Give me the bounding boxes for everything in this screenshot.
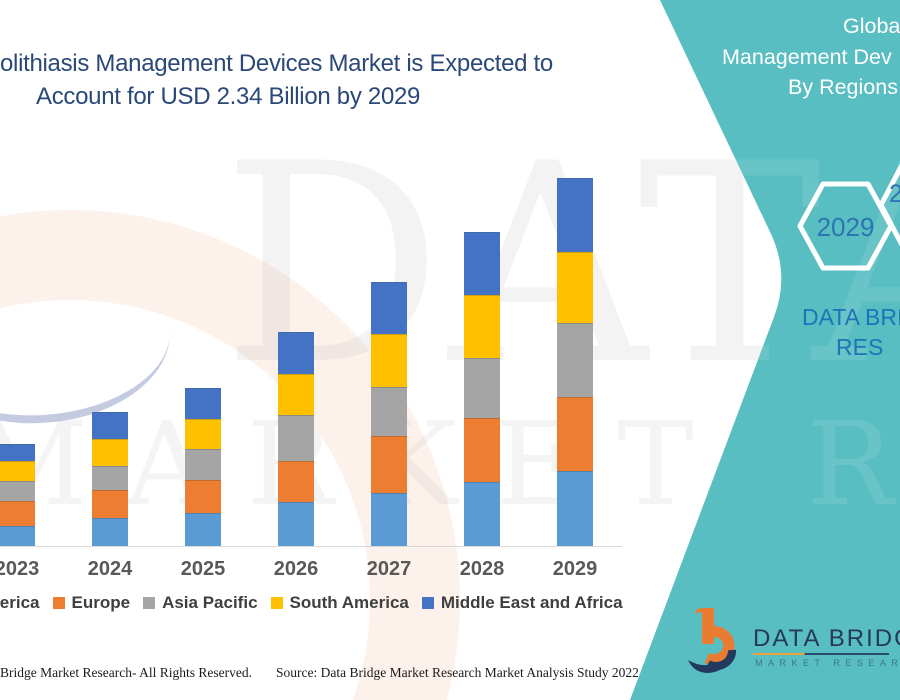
ribbon-heading-line-3: By Regions, 2	[788, 75, 900, 99]
legend-swatch-icon	[421, 597, 434, 609]
x-label-2024: 2024	[87, 558, 133, 580]
segment-south-america	[0, 461, 35, 481]
legend-item-south-america: South America	[270, 593, 409, 613]
segment-middle-east-and-africa	[0, 444, 35, 461]
legend-label: Asia Pacific	[162, 593, 258, 612]
segment-asia-pacific	[92, 466, 128, 490]
segment-south-america	[371, 334, 407, 387]
segment-asia-pacific	[0, 481, 35, 501]
logo-wordmark: DATA BRIDGE	[753, 625, 900, 652]
segment-europe	[464, 418, 500, 482]
hexagon-year-label: 2029	[816, 212, 875, 242]
segment-middle-east-and-africa	[278, 332, 314, 374]
segment-middle-east-and-africa	[557, 178, 593, 252]
ribbon-brand-line-1: DATA BRI	[802, 304, 900, 330]
segment-asia-pacific	[557, 323, 593, 397]
legend-item-europe: Europe	[52, 593, 131, 613]
logo-subtitle: MARKET RESEARCH	[755, 658, 900, 668]
segment-europe	[92, 490, 128, 518]
segment-asia-pacific	[371, 387, 407, 436]
segment-asia-pacific	[278, 415, 314, 461]
segment-europe	[185, 480, 221, 513]
ribbon-brand-line-2: RES	[836, 334, 884, 360]
logo-underline	[753, 653, 889, 655]
x-axis-line	[0, 546, 622, 547]
legend-label: Middle East and Africa	[440, 593, 623, 612]
segment-middle-east-and-africa	[371, 282, 407, 334]
bar-2024	[92, 412, 128, 546]
legend-item-middle-east-and-africa: Middle East and Africa	[421, 593, 623, 613]
legend-swatch-icon	[52, 597, 65, 609]
bar-2029	[557, 178, 593, 546]
segment-north-america	[557, 471, 593, 546]
bar-2023	[0, 444, 35, 546]
copyright-text: Bridge Market Research- All Rights Reser…	[0, 665, 252, 680]
segment-south-america	[92, 439, 128, 466]
data-bridge-b-icon	[688, 608, 737, 673]
segment-north-america	[92, 518, 128, 546]
x-label-2029: 2029	[552, 558, 598, 580]
data-bridge-logo: DATA BRIDGE MARKET RESEARCH	[686, 606, 900, 676]
segment-south-america	[557, 252, 593, 323]
segment-north-america	[464, 482, 500, 546]
legend-item-asia-pacific: Asia Pacific	[143, 593, 258, 613]
segment-south-america	[185, 419, 221, 449]
segment-europe	[557, 397, 593, 471]
segment-north-america	[278, 502, 314, 546]
segment-europe	[371, 436, 407, 493]
segment-north-america	[0, 526, 35, 546]
source-text: Source: Data Bridge Market Research Mark…	[276, 665, 639, 680]
segment-south-america	[278, 374, 314, 415]
bar-2026	[278, 332, 314, 546]
segment-europe	[278, 461, 314, 502]
segment-middle-east-and-africa	[464, 232, 500, 295]
chart-legend: North America Europe Asia Pacific South Ame…	[0, 593, 623, 613]
legend-label: Europe	[71, 593, 131, 612]
legend-label: South America	[289, 593, 409, 612]
segment-europe	[0, 501, 35, 526]
x-label-2025: 2025	[180, 558, 226, 580]
x-label-2028: 2028	[459, 558, 505, 580]
segment-north-america	[371, 493, 407, 546]
x-label-2023: 2023	[0, 558, 40, 580]
segment-middle-east-and-africa	[185, 388, 221, 419]
legend-item-north-america: North America	[0, 593, 40, 613]
segment-asia-pacific	[464, 358, 500, 418]
segment-south-america	[464, 295, 500, 358]
x-label-2027: 2027	[366, 558, 412, 580]
segment-north-america	[185, 513, 221, 546]
ribbon-heading-line-2: Management Dev	[722, 45, 892, 69]
legend-label: North America	[0, 593, 40, 612]
x-label-2026: 2026	[273, 558, 319, 580]
bar-2028	[464, 232, 500, 546]
bar-2025	[185, 388, 221, 546]
bar-2027	[371, 282, 407, 546]
chart-title-line-2: Account for USD 2.34 Billion by 2029	[36, 83, 421, 110]
ribbon-heading-line-1: Globa	[843, 14, 900, 38]
segment-middle-east-and-africa	[92, 412, 128, 439]
legend-swatch-icon	[270, 597, 283, 609]
hexagon-partial-digit: 2	[889, 180, 900, 208]
chart-title-line-1: olithiasis Management Devices Market is …	[0, 50, 553, 77]
legend-swatch-icon	[143, 597, 156, 609]
segment-asia-pacific	[185, 449, 221, 480]
market-research-watermark-overlay: MARKET RESEARCH	[0, 398, 900, 532]
